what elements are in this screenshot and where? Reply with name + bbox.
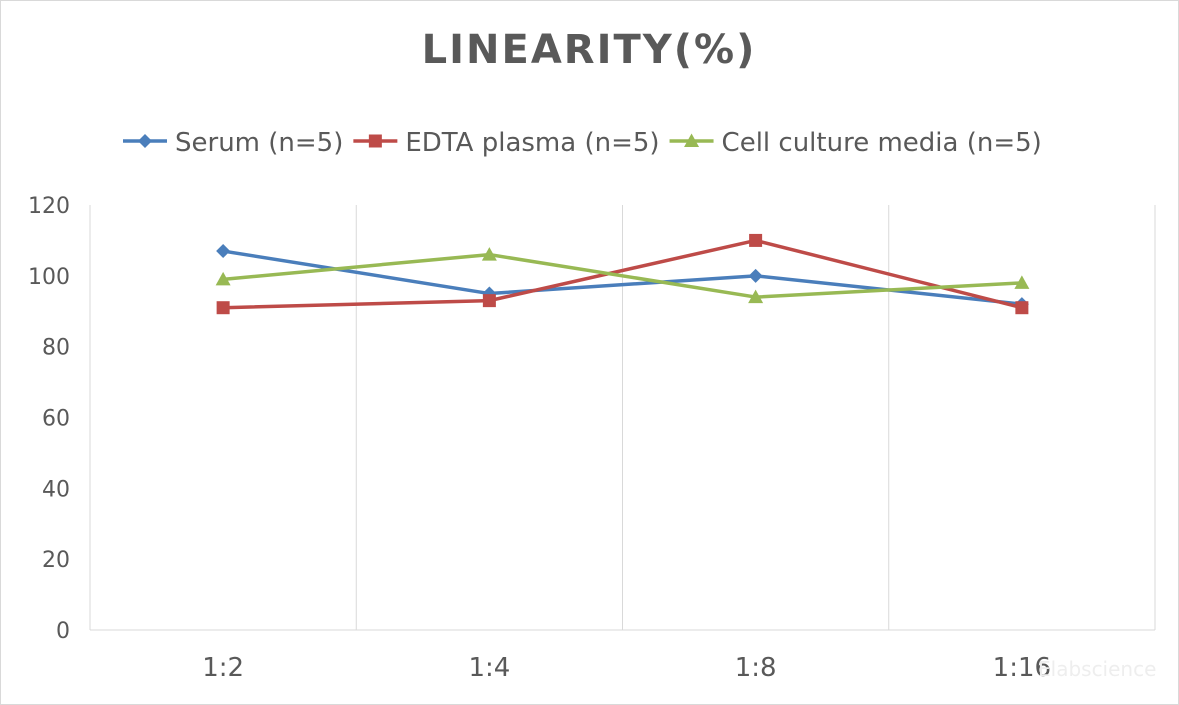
x-tick-label: 1:8 [735, 653, 777, 683]
y-axis: 0 20 40 60 80 100 120 [28, 194, 70, 644]
y-tick-label: 80 [42, 336, 70, 361]
data-point-marker [481, 247, 497, 261]
y-tick-label: 60 [42, 407, 70, 432]
y-tick-label: 120 [28, 194, 70, 219]
data-point-marker [748, 268, 763, 283]
legend: Serum (n=5) EDTA plasma (n=5) Cell culture… [123, 128, 1042, 158]
data-point-marker [216, 244, 231, 259]
data-point-marker [1015, 301, 1029, 315]
x-tick-label: 1:16 [993, 653, 1051, 683]
series-line [222, 252, 1022, 299]
y-tick-label: 0 [56, 619, 70, 644]
y-tick-label: 100 [28, 265, 70, 290]
data-point-marker [1014, 275, 1030, 289]
series-line [223, 238, 1023, 310]
series-cell [215, 247, 1030, 304]
legend-label: Serum (n=5) [175, 128, 343, 158]
x-tick-label: 1:4 [468, 653, 510, 683]
legend-marker-icon [684, 133, 700, 147]
legend-label: EDTA plasma (n=5) [405, 128, 659, 158]
data-point-marker [749, 233, 763, 247]
y-tick-label: 20 [42, 548, 70, 573]
x-axis: 1:2 1:4 1:8 1:16 [202, 653, 1051, 683]
series-group [215, 233, 1030, 315]
y-tick-label: 40 [42, 477, 70, 502]
legend-marker-icon [138, 134, 152, 148]
data-point-marker [482, 294, 496, 308]
series-edta [216, 233, 1029, 315]
chart-title: LINEARITY(%) [422, 27, 757, 73]
data-point-marker [215, 271, 231, 286]
legend-item: Cell culture media (n=5) [669, 128, 1042, 158]
watermark: Elabscience [1038, 657, 1156, 681]
data-point-marker [748, 289, 764, 304]
data-point-marker [216, 301, 230, 315]
legend-item: EDTA plasma (n=5) [353, 128, 660, 158]
grid [89, 205, 1156, 631]
x-tick-label: 1:2 [202, 653, 244, 683]
legend-label: Cell culture media (n=5) [722, 128, 1042, 158]
legend-item: Serum (n=5) [123, 128, 343, 158]
legend-marker-icon [368, 134, 382, 148]
